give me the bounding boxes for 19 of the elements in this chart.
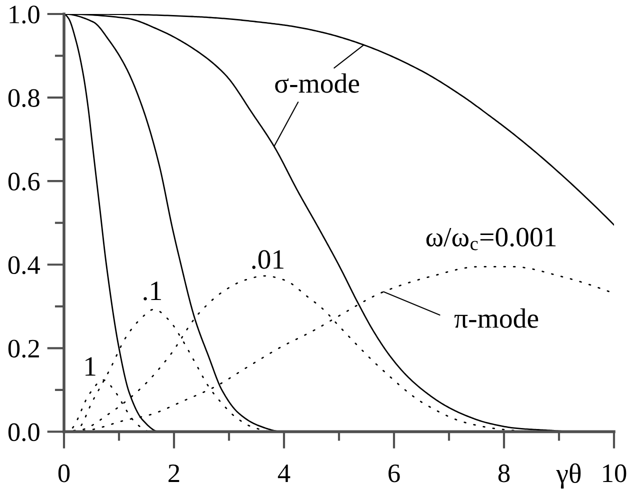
x-tick-label: 6 — [388, 464, 400, 482]
y-tick-label: 0.4 — [8, 256, 40, 274]
annotation: .1 — [144, 282, 161, 300]
y-tick-label: 1.0 — [10, 6, 40, 24]
y-tick-label: 0.8 — [8, 89, 40, 108]
annotation: ω/ω$_{c}$=0.001 — [426, 228, 556, 250]
annotation: .01 — [252, 250, 284, 269]
annotation: σ-mode — [275, 73, 360, 93]
x-tick-label: 10 — [603, 464, 626, 482]
x-tick-label: 2 — [168, 464, 180, 482]
y-tick-label: 0.2 — [8, 340, 39, 358]
y-tick-label: 0.0 — [8, 423, 40, 442]
annotation: 1 — [86, 357, 96, 376]
y-tick-label: 0.6 — [8, 172, 40, 191]
x-tick-label: 8 — [498, 464, 510, 482]
x-tick-label: 4 — [278, 464, 290, 482]
x-axis-title: γθ — [556, 463, 581, 489]
annotation: π-mode — [454, 308, 538, 328]
x-tick-label: 0 — [58, 464, 70, 482]
